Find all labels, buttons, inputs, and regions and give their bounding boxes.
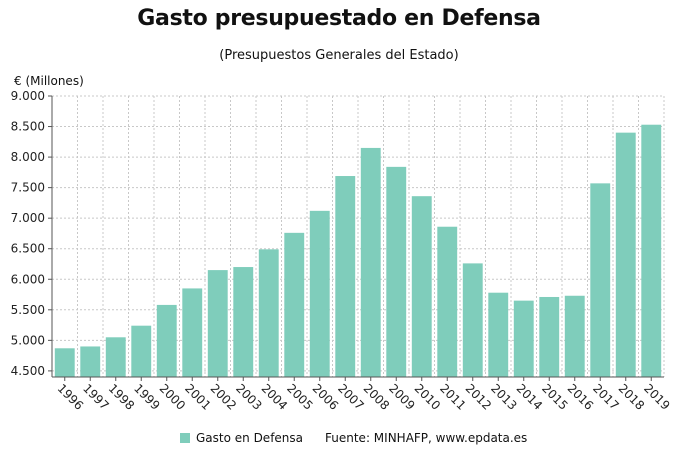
x-tick-label: 2013	[488, 381, 519, 412]
bar-2008	[360, 147, 381, 377]
chart-subtitle: (Presupuestos Generales del Estado)	[219, 48, 459, 63]
x-tick-label: 2018	[616, 381, 647, 412]
bar-1996	[54, 348, 75, 377]
y-tick-label: 5.000	[11, 333, 45, 347]
x-tick-label: 2001	[182, 381, 213, 412]
bar-2019	[641, 124, 662, 377]
bar-2005	[284, 232, 305, 377]
bar-2012	[462, 263, 483, 377]
bar-2011	[437, 226, 458, 377]
x-tick-label: 1998	[106, 381, 137, 412]
x-tick-label: 1997	[80, 381, 111, 412]
x-tick-label: 2000	[157, 381, 188, 412]
y-tick-label: 7.500	[11, 181, 45, 195]
x-tick-label: 2011	[437, 381, 468, 412]
bar-2003	[233, 267, 254, 377]
x-tick-label: 2003	[233, 381, 264, 412]
bar-2013	[488, 292, 509, 377]
bar-2014	[513, 300, 534, 377]
x-tick-label: 2008	[361, 381, 392, 412]
bar-2017	[590, 183, 611, 377]
y-tick-label: 6.500	[11, 242, 45, 256]
x-tick-label: 2017	[590, 381, 621, 412]
y-tick-label: 5.500	[11, 303, 45, 317]
x-tick-label: 2005	[284, 381, 315, 412]
y-axis-unit-label: € (Millones)	[14, 74, 84, 88]
grid-lines	[51, 95, 665, 377]
x-tick-label: 2004	[259, 381, 290, 412]
x-tick-label: 2002	[208, 381, 239, 412]
x-tick-label: 2015	[539, 381, 570, 412]
bars	[54, 124, 662, 377]
bar-2010	[411, 196, 432, 377]
axes	[48, 95, 664, 381]
bar-2009	[386, 166, 407, 377]
x-tick-label: 2016	[565, 381, 596, 412]
y-tick-label: 8.500	[11, 120, 45, 134]
y-tick-label: 8.000	[11, 150, 45, 164]
y-tick-label: 4.500	[11, 364, 45, 378]
chart-title: Gasto presupuestado en Defensa	[137, 6, 541, 31]
x-tick-label: 1999	[131, 381, 162, 412]
bar-1998	[105, 337, 126, 377]
bar-2000	[156, 304, 177, 377]
bar-2001	[182, 288, 203, 377]
bar-2015	[539, 296, 560, 377]
bar-2007	[335, 176, 356, 377]
x-tick-label: 2009	[386, 381, 417, 412]
x-tick-label: 1996	[55, 381, 86, 412]
x-tick-label: 2012	[463, 381, 494, 412]
x-tick-label: 2014	[514, 381, 545, 412]
bar-2002	[207, 270, 228, 377]
bar-2018	[615, 132, 636, 377]
y-tick-label: 6.000	[11, 272, 45, 286]
x-tick-label: 2010	[412, 381, 443, 412]
bar-2016	[564, 295, 585, 377]
bar-2004	[258, 249, 279, 377]
bar-1999	[131, 325, 152, 377]
x-tick-label: 2019	[641, 381, 672, 412]
legend-swatch	[180, 433, 190, 443]
x-tick-label: 2007	[335, 381, 366, 412]
legend: Gasto en Defensa Fuente: MINHAFP, www.ep…	[180, 431, 527, 445]
bar-1997	[80, 346, 101, 377]
source-note: Fuente: MINHAFP, www.epdata.es	[325, 431, 528, 445]
bar-2006	[309, 210, 330, 377]
y-tick-label: 9.000	[11, 89, 45, 103]
legend-series-name: Gasto en Defensa	[196, 431, 304, 445]
y-tick-label: 7.000	[11, 211, 45, 225]
x-tick-label: 2006	[310, 381, 341, 412]
